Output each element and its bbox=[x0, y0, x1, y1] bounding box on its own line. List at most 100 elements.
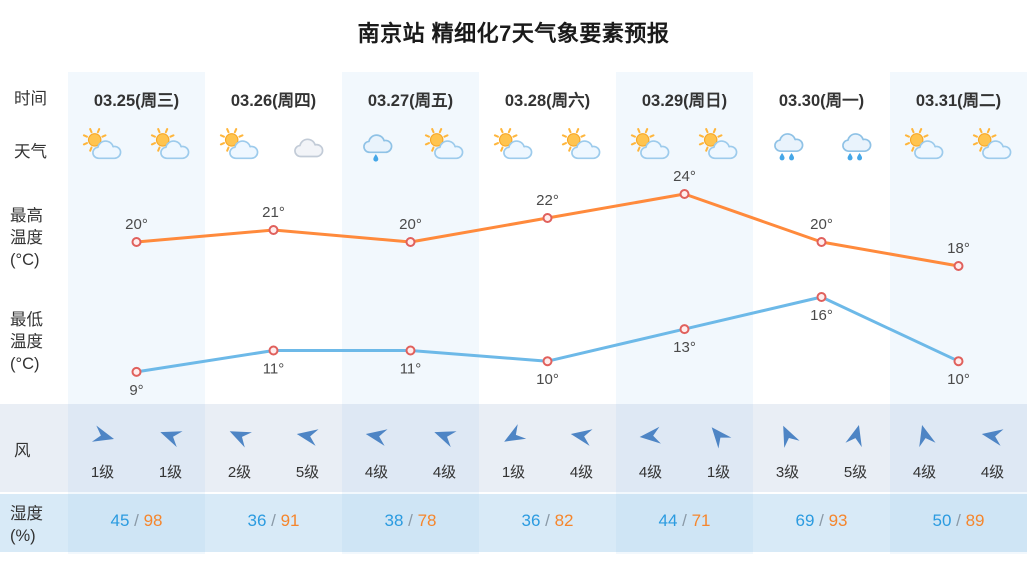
weather-icon-rain-light bbox=[355, 128, 399, 166]
humidity-separator: / bbox=[677, 511, 692, 530]
wind-level: 4级 bbox=[638, 464, 663, 481]
wind-direction-icon bbox=[364, 423, 390, 449]
humidity-value: 36 / 91 bbox=[205, 511, 342, 531]
temperature-point bbox=[679, 324, 690, 335]
weather-icon-sun-cloud bbox=[971, 128, 1015, 166]
wind-level: 4级 bbox=[432, 464, 457, 481]
wind-level: 1级 bbox=[158, 464, 183, 481]
humidity-high: 82 bbox=[554, 511, 574, 530]
weather-icon-sun-cloud bbox=[697, 128, 741, 166]
wind-level: 4级 bbox=[569, 464, 594, 481]
humidity-low: 69 bbox=[795, 511, 815, 530]
humidity-separator: / bbox=[403, 511, 418, 530]
temperature-point bbox=[953, 356, 964, 367]
weather-icon-sun-cloud bbox=[903, 128, 947, 166]
wind-direction-icon bbox=[295, 423, 321, 449]
wind-direction-icon bbox=[501, 423, 527, 449]
humidity-separator: / bbox=[814, 511, 829, 530]
wind-level: 4级 bbox=[364, 464, 389, 481]
wind-direction-icon bbox=[432, 423, 458, 449]
row-label-min-temperature: 最低 温度 (°C) bbox=[10, 311, 43, 373]
row-label-weather: 天气 bbox=[14, 143, 47, 161]
temperature-label: 20° bbox=[399, 216, 422, 233]
temperature-label: 10° bbox=[536, 371, 559, 388]
humidity-high: 71 bbox=[691, 511, 711, 530]
wind-row-background bbox=[0, 404, 1027, 492]
temperature-point bbox=[268, 225, 279, 235]
row-label-time: 时间 bbox=[14, 90, 47, 108]
row-label-max-temperature: 最高 温度 (°C) bbox=[10, 207, 43, 269]
weather-icon-sun-cloud bbox=[629, 128, 673, 166]
wind-level: 1级 bbox=[90, 464, 115, 481]
temperature-point bbox=[816, 237, 827, 247]
wind-direction-icon bbox=[912, 423, 938, 449]
date-label: 03.30(周一) bbox=[778, 92, 865, 110]
wind-direction-icon bbox=[775, 423, 801, 449]
temperature-point bbox=[542, 213, 553, 223]
wind-level: 1级 bbox=[706, 464, 731, 481]
temperature-label: 11° bbox=[263, 361, 285, 378]
wind-level: 1级 bbox=[501, 464, 526, 481]
humidity-separator: / bbox=[540, 511, 555, 530]
temperature-label: 20° bbox=[125, 216, 148, 233]
weather-icon-sun-cloud bbox=[423, 128, 467, 166]
date-label: 03.27(周五) bbox=[367, 92, 454, 110]
humidity-low: 36 bbox=[247, 511, 267, 530]
humidity-row-background bbox=[0, 494, 1027, 552]
wind-level: 4级 bbox=[980, 464, 1005, 481]
temperature-label: 13° bbox=[673, 339, 696, 356]
temperature-label: 11° bbox=[400, 361, 422, 378]
humidity-separator: / bbox=[129, 511, 144, 530]
humidity-separator: / bbox=[951, 511, 966, 530]
weather-icon-rain bbox=[766, 128, 810, 166]
date-label: 03.28(周六) bbox=[504, 92, 591, 110]
temperature-point bbox=[131, 366, 142, 377]
humidity-high: 98 bbox=[143, 511, 163, 530]
temperature-point bbox=[268, 345, 279, 356]
temperature-label: 20° bbox=[810, 216, 833, 233]
wind-direction-icon bbox=[90, 423, 116, 449]
wind-direction-icon bbox=[569, 423, 595, 449]
humidity-value: 69 / 93 bbox=[753, 511, 890, 531]
temperature-point bbox=[679, 189, 690, 199]
page-title: 南京站 精细化7天气象要素预报 bbox=[357, 21, 670, 46]
humidity-high: 93 bbox=[828, 511, 848, 530]
temperature-point bbox=[816, 292, 827, 302]
weather-icon-sun-cloud bbox=[81, 128, 125, 166]
date-label: 03.31(周二) bbox=[915, 92, 1002, 110]
temperature-point bbox=[131, 237, 142, 247]
date-label: 03.25(周三) bbox=[93, 92, 180, 110]
wind-direction-icon bbox=[843, 423, 869, 449]
temperature-point bbox=[405, 345, 416, 356]
humidity-low: 38 bbox=[384, 511, 404, 530]
date-label: 03.29(周日) bbox=[641, 92, 728, 110]
humidity-value: 36 / 82 bbox=[479, 511, 616, 531]
weather-icon-sun-cloud bbox=[218, 128, 262, 166]
wind-level: 3级 bbox=[775, 464, 800, 481]
humidity-separator: / bbox=[266, 511, 281, 530]
wind-direction-icon bbox=[980, 423, 1006, 449]
humidity-high: 91 bbox=[280, 511, 300, 530]
temperature-label: 9° bbox=[129, 382, 143, 399]
humidity-high: 78 bbox=[417, 511, 437, 530]
wind-direction-icon bbox=[706, 423, 732, 449]
wind-level: 4级 bbox=[912, 464, 937, 481]
humidity-low: 44 bbox=[658, 511, 678, 530]
wind-direction-icon bbox=[158, 423, 184, 449]
temperature-label: 22° bbox=[536, 192, 559, 209]
humidity-high: 89 bbox=[965, 511, 985, 530]
temperature-point bbox=[405, 237, 416, 247]
temperature-point bbox=[542, 356, 553, 367]
row-label-wind: 风 bbox=[14, 442, 31, 460]
humidity-value: 50 / 89 bbox=[890, 511, 1027, 531]
weather-icon-sun-cloud bbox=[149, 128, 193, 166]
weather-icon-sun-cloud bbox=[560, 128, 604, 166]
humidity-value: 45 / 98 bbox=[68, 511, 205, 531]
humidity-low: 45 bbox=[110, 511, 130, 530]
wind-level: 2级 bbox=[227, 464, 252, 481]
temperature-label: 21° bbox=[262, 204, 285, 221]
row-label-humidity: 湿度 (%) bbox=[10, 505, 43, 545]
humidity-low: 50 bbox=[932, 511, 952, 530]
weather-icon-rain bbox=[834, 128, 878, 166]
